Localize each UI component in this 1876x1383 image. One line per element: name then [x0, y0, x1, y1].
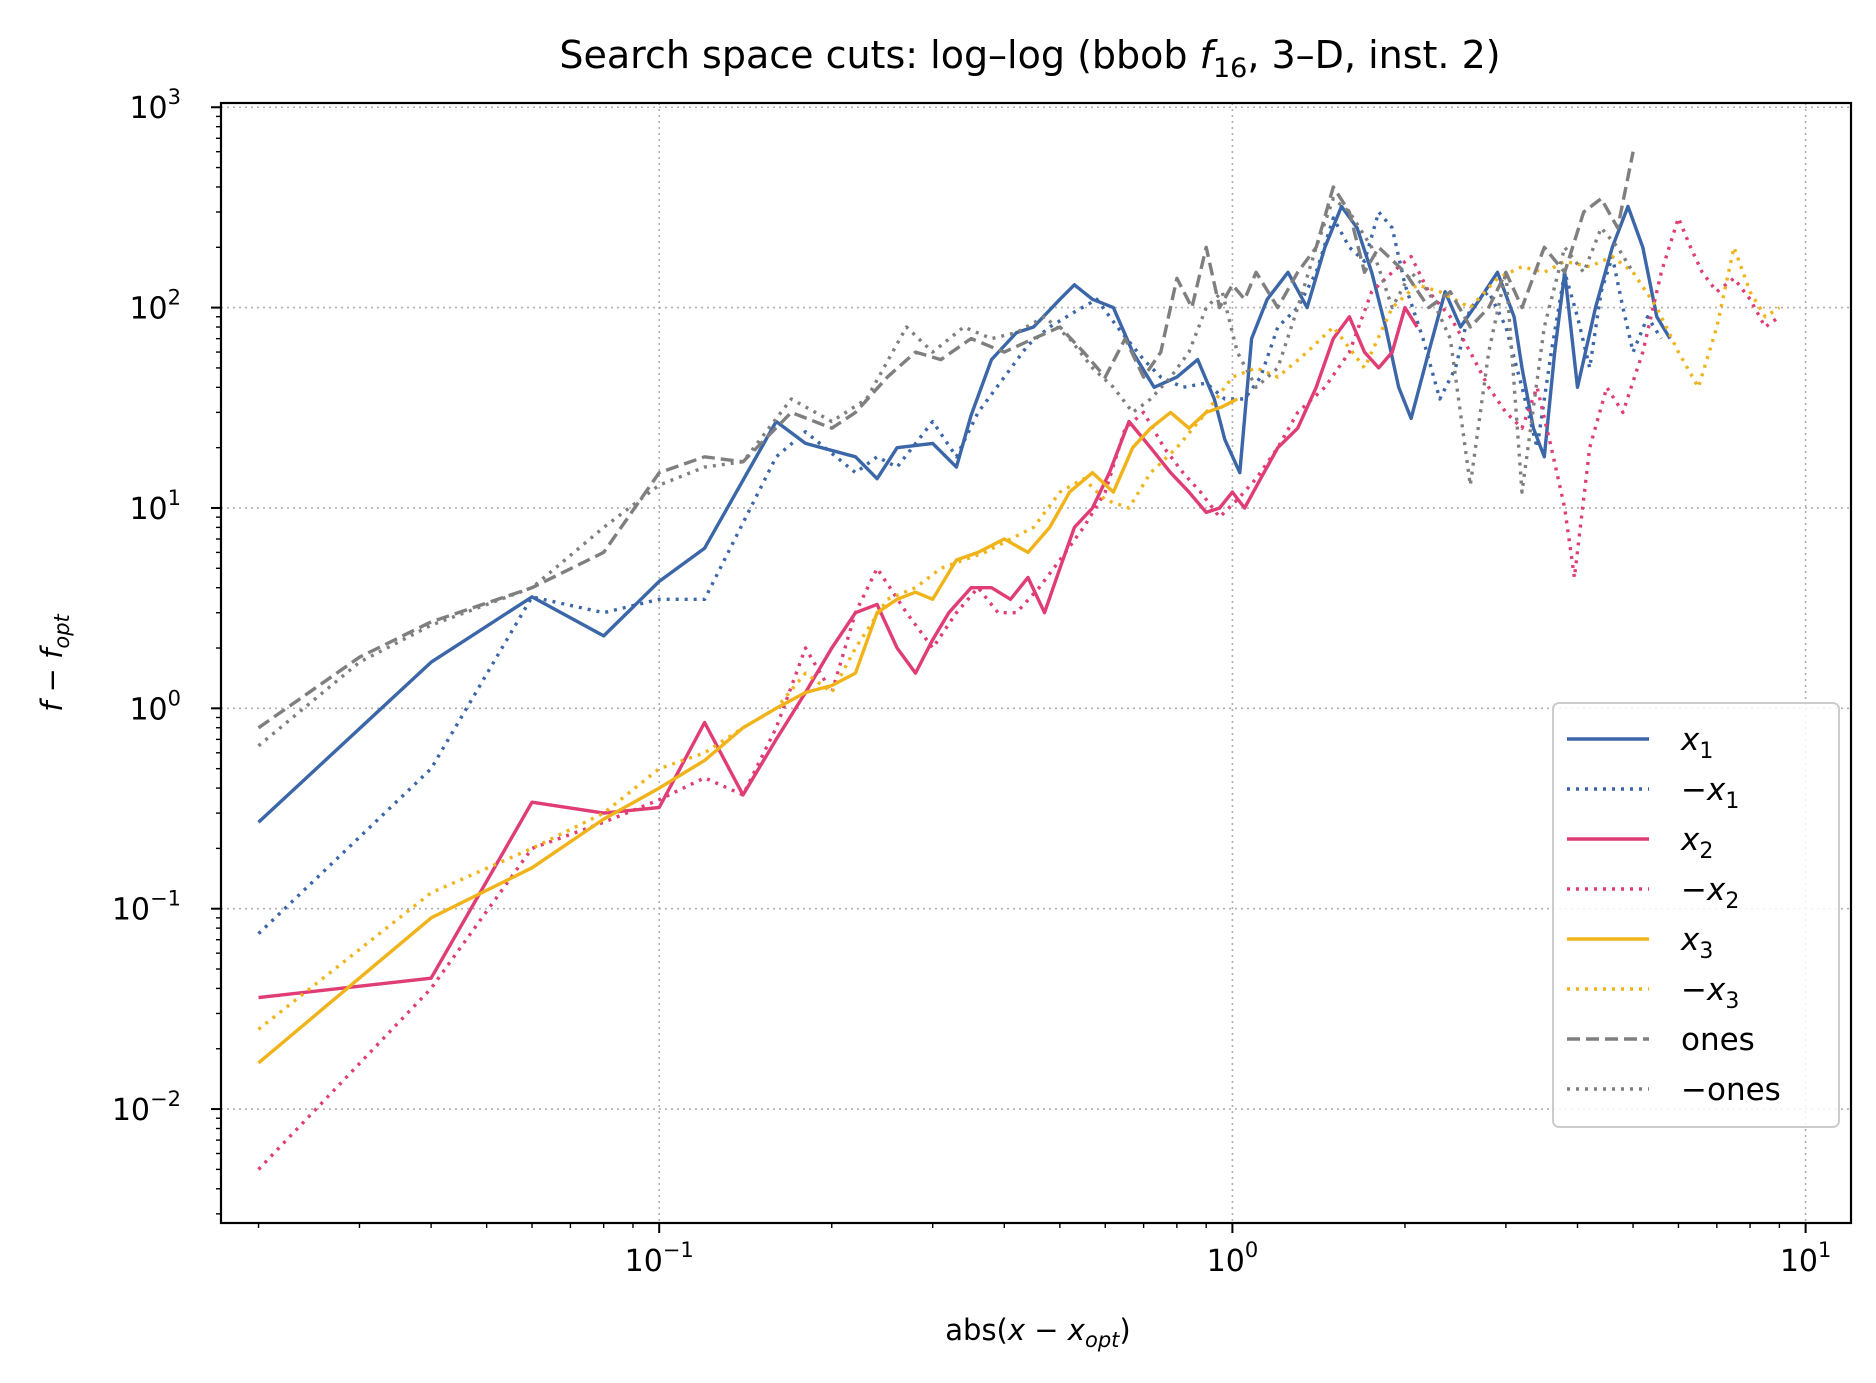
y-tick-label: 10−2	[112, 1087, 181, 1128]
y-axis: 10−2 10−1 100 101 102 103	[112, 85, 221, 1215]
legend-label: x3	[1680, 922, 1713, 964]
y-tick-label: 102	[129, 286, 181, 327]
series-line	[257, 204, 1672, 824]
x-tick-label: 101	[1780, 1238, 1832, 1279]
grid	[221, 103, 1851, 1223]
x-axis: 10−1 100 101	[257, 1223, 1832, 1279]
x-tick-label: 10−1	[625, 1238, 694, 1279]
y-tick-label: 100	[129, 686, 181, 727]
legend-box	[1552, 702, 1840, 1128]
series-line	[257, 151, 1635, 730]
legend-label: ones	[1681, 1022, 1755, 1058]
legend-label: −x2	[1681, 872, 1739, 914]
series-line	[257, 397, 1239, 1065]
y-tick-label: 10−1	[112, 887, 181, 928]
legend-label: x2	[1680, 822, 1713, 864]
x-axis-label: abs(x − xopt)	[945, 1313, 1130, 1352]
legend: x1 −x1 x2 −x2 x3 −x3 ones −ones	[1552, 702, 1840, 1128]
legend-label: −ones	[1681, 1072, 1781, 1108]
y-tick-label: 101	[129, 486, 181, 527]
y-tick-label: 103	[129, 85, 181, 126]
chart-title: Search space cuts: log–log (bbob f16, 3–…	[559, 33, 1500, 84]
series-line	[257, 196, 1635, 748]
x-tick-label: 100	[1207, 1238, 1259, 1279]
series-line	[258, 305, 1419, 1000]
legend-label: −x3	[1681, 972, 1739, 1014]
legend-label: −x1	[1681, 772, 1739, 814]
plot-lines	[257, 151, 1781, 1171]
axes-frame	[219, 101, 1853, 1225]
legend-label: x1	[1680, 722, 1713, 764]
